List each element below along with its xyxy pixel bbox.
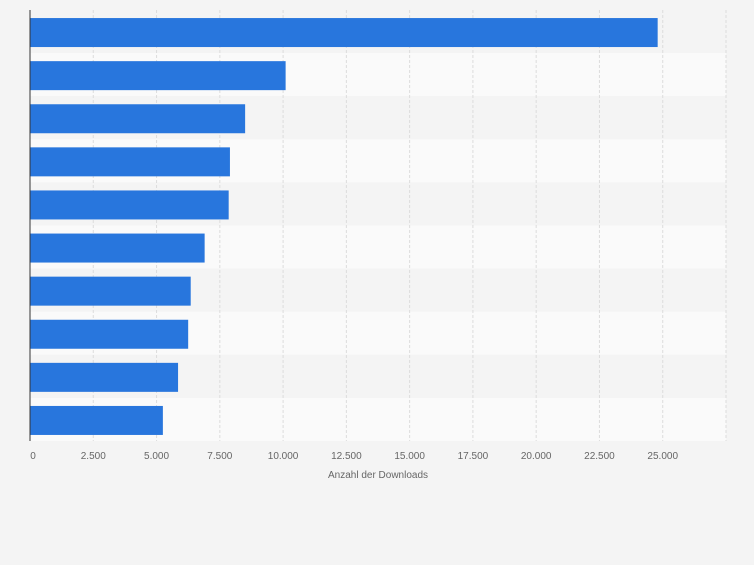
bar — [30, 190, 229, 220]
bar — [30, 276, 191, 306]
bar — [30, 319, 189, 349]
x-tick-label: 2.500 — [81, 451, 106, 462]
x-tick-labels: 0 2.500 5.000 7.500 10.000 12.500 15.000 17.500… — [30, 451, 678, 462]
x-axis-title: Anzahl der Downloads — [328, 470, 428, 481]
x-tick-label: 7.500 — [207, 451, 232, 462]
x-tick-label: 20.000 — [521, 451, 552, 462]
bar — [30, 233, 205, 263]
x-tick-label: 12.500 — [331, 451, 362, 462]
bar — [30, 18, 658, 48]
bar — [30, 147, 230, 177]
bar — [30, 61, 286, 91]
x-tick-label: 5.000 — [144, 451, 169, 462]
x-tick-label: 0 — [30, 451, 36, 462]
x-tick-label: 25.000 — [647, 451, 678, 462]
bar — [30, 362, 179, 392]
bars — [30, 18, 658, 435]
x-tick-label: 17.500 — [458, 451, 489, 462]
x-tick-label: 10.000 — [268, 451, 299, 462]
bar — [30, 104, 246, 134]
x-tick-label: 22.500 — [584, 451, 615, 462]
x-tick-label: 15.000 — [394, 451, 425, 462]
bar — [30, 405, 163, 435]
